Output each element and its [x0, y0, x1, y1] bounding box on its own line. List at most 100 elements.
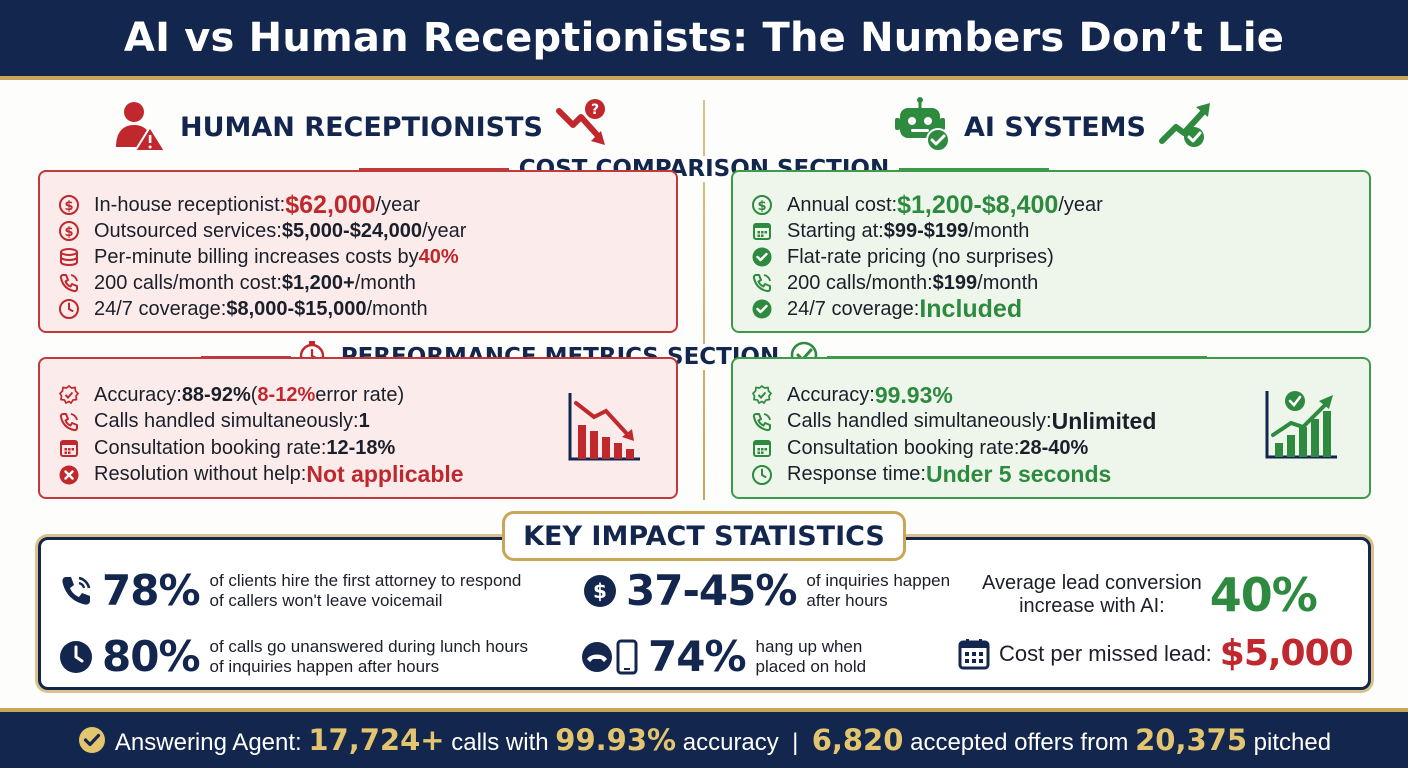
ai-header-label: AI SYSTEMS: [964, 111, 1146, 143]
clock-icon: [58, 639, 94, 675]
row-suffix: /month: [354, 271, 416, 294]
calendar-icon: [751, 220, 773, 242]
cost-title-rule-right: [899, 168, 1050, 170]
row-label: Calls handled simultaneously:: [787, 410, 1052, 433]
page-title: AI vs Human Receptionists: The Numbers D…: [123, 15, 1285, 61]
dollar-icon: $: [58, 220, 80, 242]
row-value: 99.93%: [874, 381, 953, 408]
stat-value: 80%: [102, 632, 201, 681]
human-cost-row: 200 calls/month cost: $1,200+/month: [58, 270, 658, 296]
footer-calls-value: 17,724+: [308, 723, 445, 757]
row-label: Outsourced services:: [94, 219, 282, 242]
row-label: Per-minute billing increases costs by: [94, 245, 419, 268]
uptrend-check-icon: [1158, 97, 1218, 158]
calendar-icon: [751, 437, 773, 459]
check-circle-icon: [751, 298, 773, 320]
ai-cost-panel: $ Annual cost: $1,200-$8,400/year Starti…: [731, 170, 1371, 333]
missed-lead-label: Cost per missed lead:: [999, 640, 1212, 666]
svg-text:?: ?: [591, 102, 599, 118]
row-label: Calls handled simultaneously:: [94, 410, 359, 433]
row-label: Annual cost:: [787, 193, 898, 216]
clock-icon: [58, 298, 80, 320]
dollar-icon: $: [582, 573, 618, 609]
footer-accuracy-value: 99.93%: [555, 723, 677, 757]
downtrend-question-icon: ?: [555, 97, 615, 158]
row-label: 200 calls/month:: [787, 271, 933, 294]
impact-stat: $ 37-45% of inquiries happen after hours: [582, 566, 950, 615]
calendar-icon: [957, 637, 991, 671]
human-cost-panel: $ In-house receptionist: $62,000/year $ …: [38, 170, 678, 333]
conversion-line: Average lead conversion: [982, 572, 1202, 594]
row-label: Resolution without help:: [94, 463, 307, 486]
impact-stat: 78% of clients hire the first attorney t…: [58, 566, 521, 615]
ai-cost-row: 24/7 coverage: Included: [751, 294, 1351, 323]
row-label: Flat-rate pricing (no surprises): [787, 245, 1054, 268]
footer-text: Answering Agent: 17,724+ calls with 99.9…: [115, 723, 1331, 757]
ai-cost-row: 200 calls/month: $199/month: [751, 270, 1351, 296]
stat-description: of calls go unanswered during lunch hour…: [210, 637, 528, 677]
check-badge-icon: [751, 384, 773, 406]
human-cost-row: $ In-house receptionist: $62,000/year: [58, 190, 658, 219]
ai-perf-row: Calls handled simultaneously: Unlimited: [751, 408, 1351, 436]
row-value: $99-$199: [883, 219, 969, 242]
phone-icon: [751, 411, 773, 433]
ai-cost-row: Flat-rate pricing (no surprises): [751, 244, 1351, 270]
stat-line: of clients hire the first attorney to re…: [209, 570, 522, 590]
svg-text:$: $: [593, 579, 607, 603]
phone-icon: [58, 411, 80, 433]
row-paren-rest: error rate): [315, 383, 405, 406]
declining-bar-chart-icon: [566, 389, 642, 465]
row-value: $8,000-$15,000: [226, 297, 367, 320]
human-header-label: HUMAN RECEPTIONISTS: [180, 111, 543, 143]
row-suffix: /year: [375, 193, 421, 216]
footer-part: calls with: [444, 729, 556, 756]
row-label: Consultation booking rate:: [787, 436, 1020, 459]
missed-lead-stat: Cost per missed lead: $5,000: [957, 633, 1354, 674]
conversion-line: increase with AI:: [1019, 595, 1165, 617]
stat-line: after hours: [806, 590, 888, 610]
row-value: 28-40%: [1019, 436, 1089, 459]
robot-check-icon: [894, 96, 952, 159]
row-suffix: /year: [422, 219, 467, 242]
stat-value: 74%: [648, 632, 747, 681]
rising-bar-chart-icon: [1263, 387, 1339, 463]
row-error-rate: 8-12%: [257, 383, 316, 406]
row-value: $199: [932, 271, 978, 294]
stat-description: of clients hire the first attorney to re…: [210, 571, 522, 611]
check-badge-icon: [58, 384, 80, 406]
footer-pitched-value: 20,375: [1135, 723, 1248, 757]
impact-stat: 74% hang up when placed on hold: [582, 632, 866, 681]
ai-column-header: AI SYSTEMS: [894, 94, 1218, 160]
gold-check-icon: [77, 725, 107, 755]
ai-performance-panel: Accuracy: 99.93% Calls handled simultane…: [731, 357, 1371, 499]
row-value: $1,200+: [281, 271, 355, 294]
human-perf-row: Consultation booking rate: 12-18%: [58, 435, 658, 462]
dollar-icon: $: [751, 194, 773, 216]
ai-cost-row: $ Annual cost: $1,200-$8,400/year: [751, 191, 1351, 219]
ai-perf-row: Response time: Under 5 seconds: [751, 461, 1351, 489]
row-suffix: /month: [977, 271, 1039, 294]
dollar-icon: $: [58, 194, 80, 216]
clock-icon: [751, 464, 773, 486]
human-cost-row: 24/7 coverage: $8,000-$15,000/month: [58, 296, 658, 322]
row-value: Not applicable: [306, 461, 464, 488]
x-circle-icon: [58, 464, 80, 486]
row-value: Unlimited: [1051, 408, 1157, 435]
stat-description: of inquiries happen after hours: [806, 571, 950, 611]
row-label: Accuracy:: [787, 383, 875, 406]
stat-description: hang up when placed on hold: [756, 637, 867, 677]
stat-line: hang up when: [755, 636, 863, 656]
row-value: $5,000-$24,000: [281, 219, 422, 242]
footer-part: Answering Agent:: [114, 729, 309, 756]
human-perf-row: Accuracy: 88-92% (8-12% error rate): [58, 382, 658, 409]
svg-text:$: $: [757, 199, 766, 214]
human-cost-row: $ Outsourced services: $5,000-$24,000/ye…: [58, 218, 658, 244]
footer-part: pitched: [1247, 729, 1332, 756]
row-label: Response time:: [787, 463, 926, 486]
row-value: $62,000: [285, 190, 376, 219]
row-value: Included: [919, 294, 1023, 323]
impact-section-label: KEY IMPACT STATISTICS: [523, 520, 885, 552]
row-label: Consultation booking rate:: [94, 436, 327, 459]
human-column-header: HUMAN RECEPTIONISTS ?: [112, 94, 615, 160]
title-bar: AI vs Human Receptionists: The Numbers D…: [0, 0, 1408, 80]
